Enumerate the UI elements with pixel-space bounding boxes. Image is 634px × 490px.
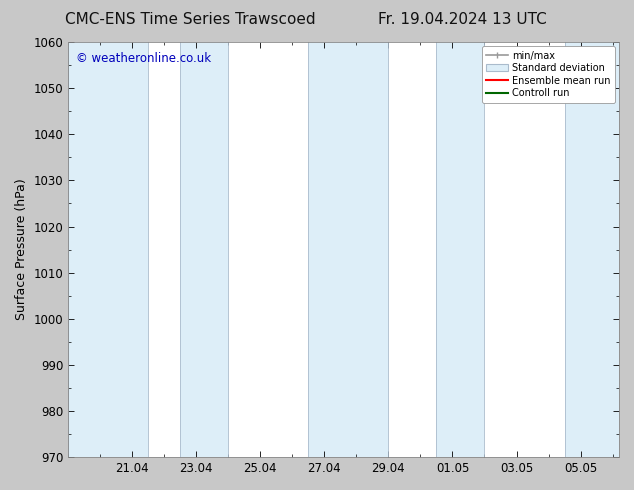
Legend: min/max, Standard deviation, Ensemble mean run, Controll run: min/max, Standard deviation, Ensemble me…	[482, 46, 615, 103]
Bar	[564, 42, 628, 457]
Bar	[308, 42, 389, 457]
Bar	[180, 42, 228, 457]
Text: © weatheronline.co.uk: © weatheronline.co.uk	[77, 52, 212, 66]
Text: Fr. 19.04.2024 13 UTC: Fr. 19.04.2024 13 UTC	[378, 12, 547, 27]
Text: CMC-ENS Time Series Trawscoed: CMC-ENS Time Series Trawscoed	[65, 12, 316, 27]
Bar	[68, 42, 148, 457]
Bar	[436, 42, 484, 457]
Y-axis label: Surface Pressure (hPa): Surface Pressure (hPa)	[15, 179, 28, 320]
